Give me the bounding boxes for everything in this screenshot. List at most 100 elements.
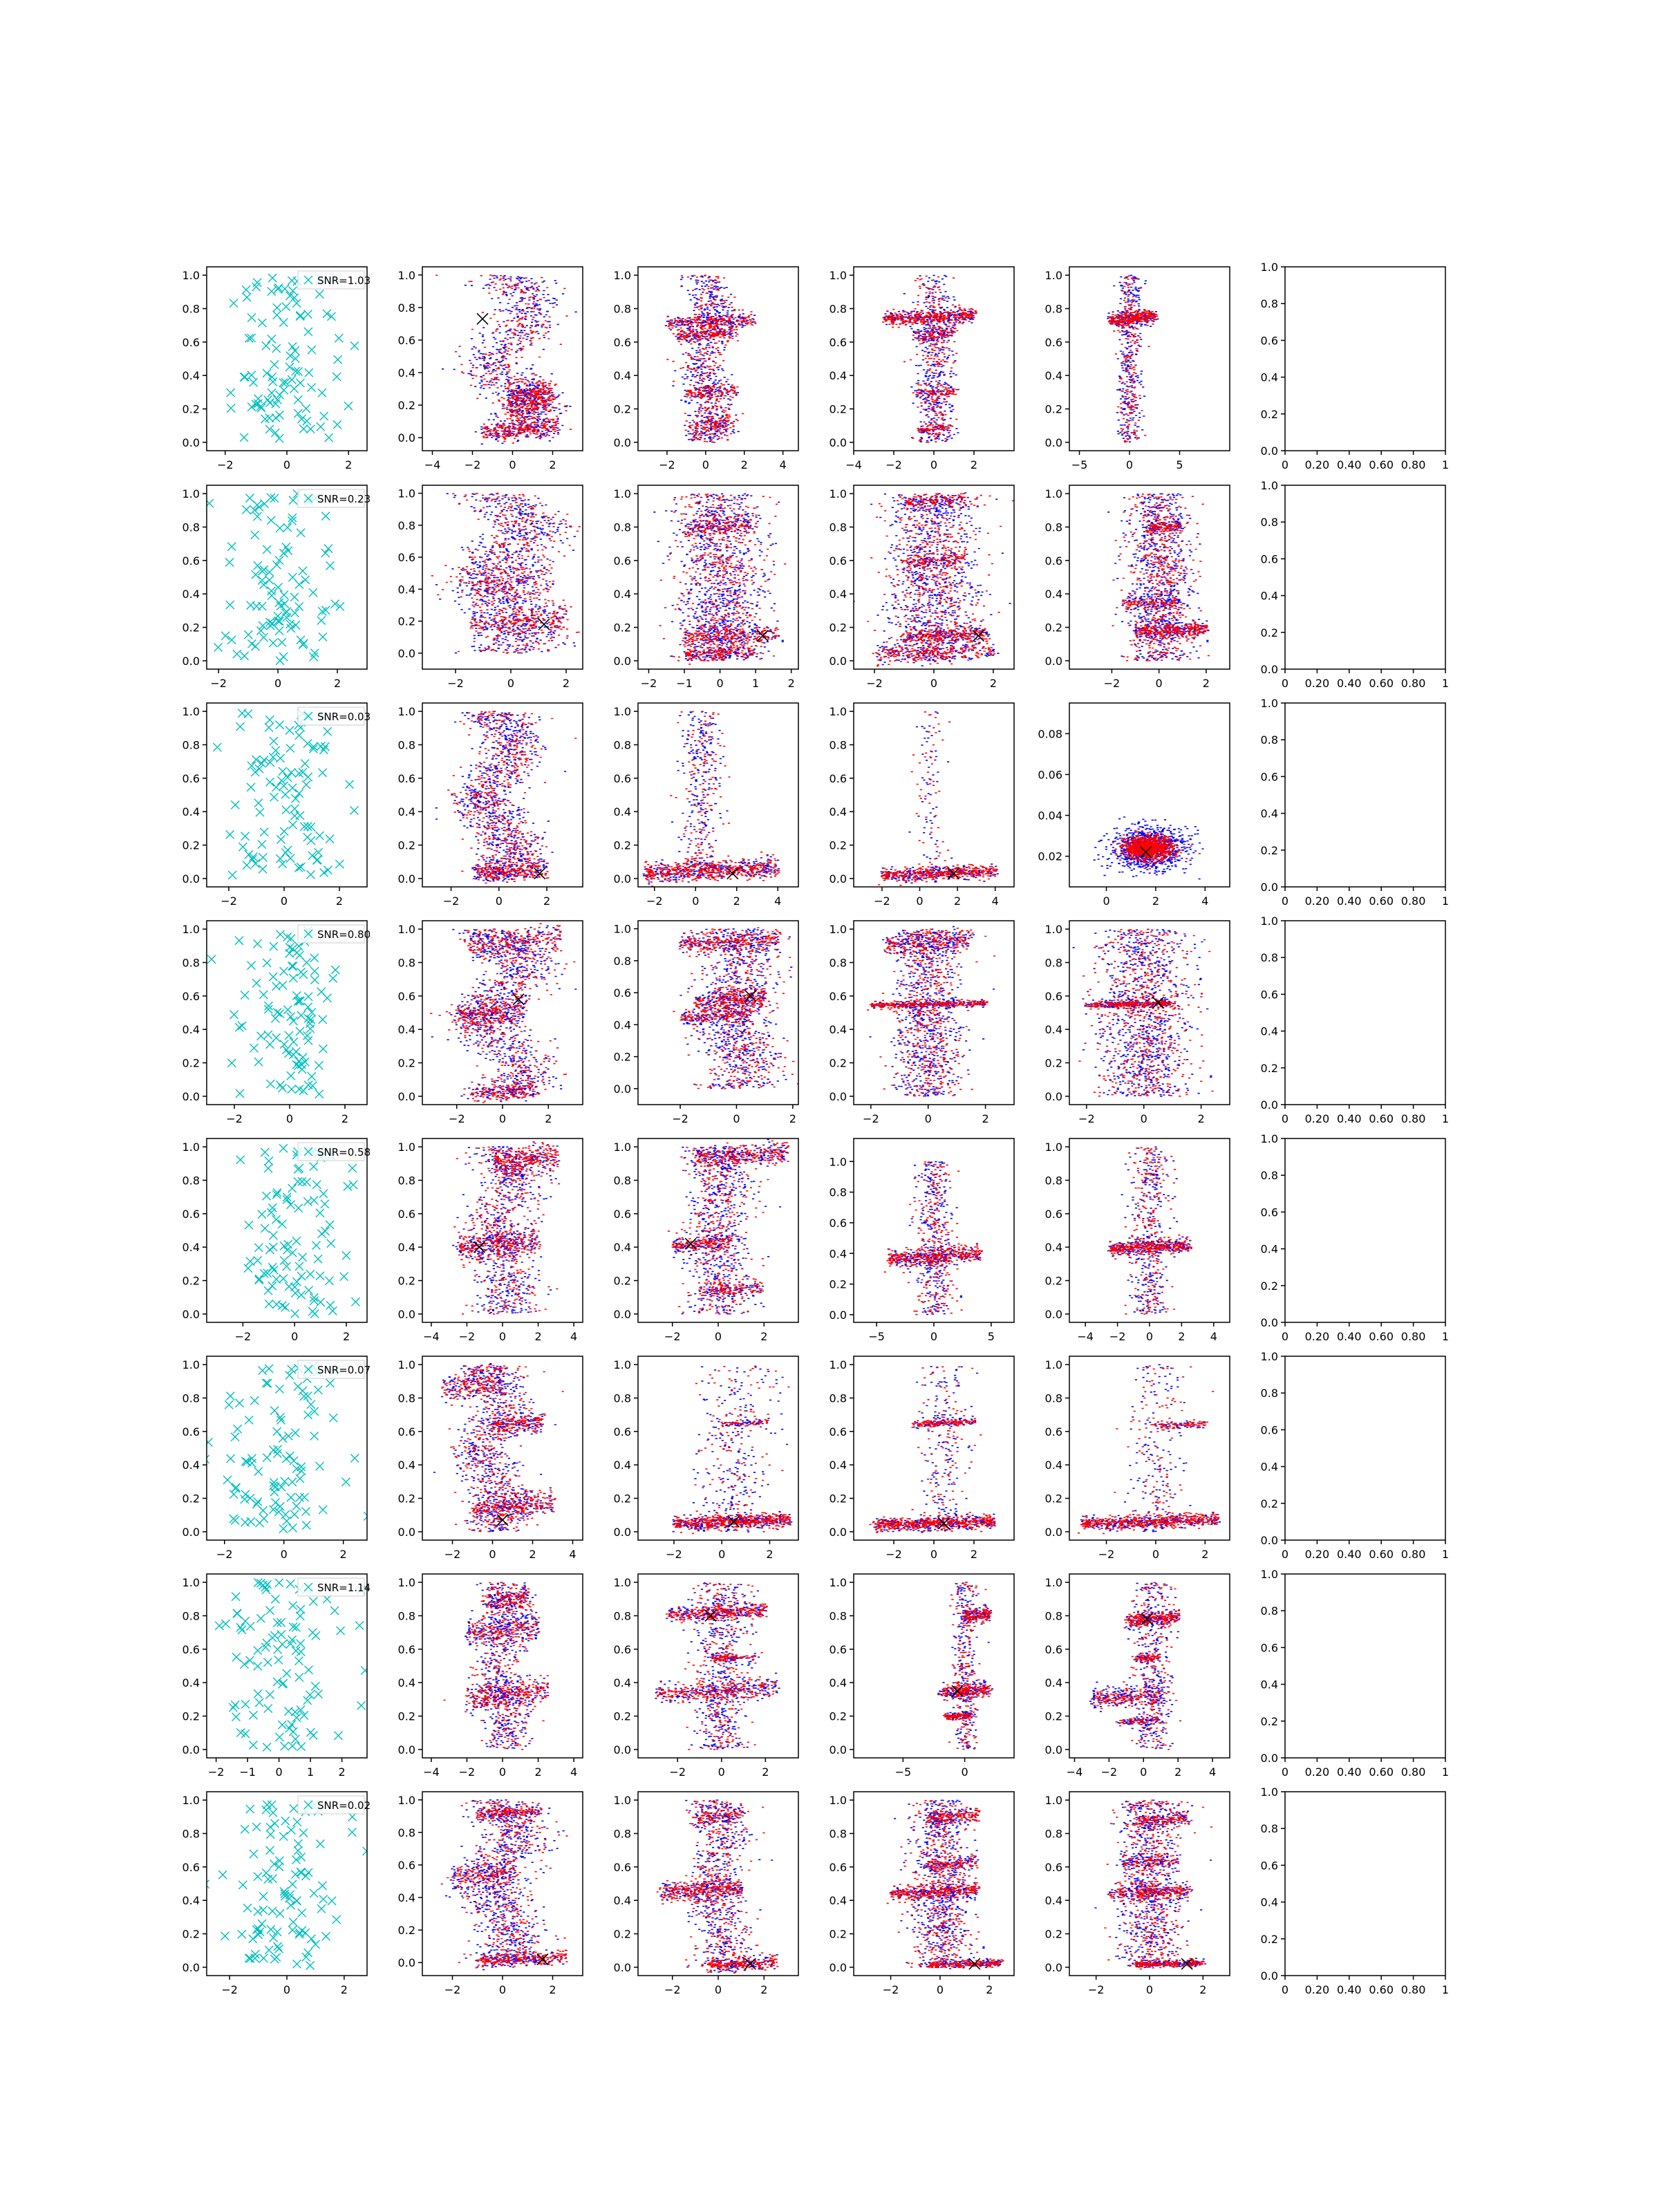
ytick-label-r5-c2-4: 0.8 [398, 1174, 415, 1187]
ytick-label-r1-c1-2: 0.4 [182, 369, 200, 382]
frame-r3-c3 [637, 702, 799, 888]
red-points-r7-c3 [656, 1582, 778, 1750]
x-marker-series-r7 [214, 1578, 367, 1752]
panel-r7-c1: −2 −1 0 1 2 0.0 0.2 0.4 0.6 0.8 1.0 SNR=1.14 [182, 1573, 371, 1779]
xtick-label-r1-c5-0: −5 [1071, 458, 1088, 471]
ytick-label-r8-c5-3: 0.6 [1045, 1861, 1062, 1874]
ytick-label-r3-c2-0: 0.0 [398, 872, 415, 885]
xtick-label-r2-c2-1: 0 [507, 677, 514, 690]
xtick-label-r5-c2-3: 2 [534, 1330, 541, 1343]
panel-r2-c1: −2 0 2 0.0 0.2 0.4 0.6 0.8 1.0 SNR=0.23 [182, 485, 371, 690]
xtick-label-r2-c3-1: −1 [676, 677, 693, 690]
ytick-label-r7-c5-2: 0.4 [1045, 1676, 1062, 1689]
xtick-label-r2-c1-0: −2 [210, 677, 227, 690]
xtick-label-r2-c6-5: 1 [1442, 677, 1449, 690]
ytick-label-r2-c6-4: 0.8 [1261, 516, 1278, 529]
estimate-marker-r3-c4 [948, 868, 960, 880]
ytick-label-r8-c2-2: 0.4 [398, 1891, 415, 1904]
panel-r8-c3: −2 0 2 0.0 0.2 0.4 0.6 0.8 1.0 [614, 1791, 799, 1996]
red-points-r6-c4 [869, 1366, 997, 1533]
ytick-label-r2-c4-0: 0.0 [830, 655, 847, 668]
xtick-label-r6-c6-5: 1 [1442, 1548, 1449, 1561]
plot-area-r4-c3 [673, 927, 798, 1089]
ytick-label-r1-c2-3: 0.6 [398, 334, 415, 347]
xtick-label-r4-c2-1: 0 [499, 1112, 506, 1125]
panel-r8-c5: −2 0 2 0.0 0.2 0.4 0.6 0.8 1.0 [1045, 1791, 1230, 1996]
xtick-label-r7-c1-2: 0 [276, 1765, 283, 1779]
ytick-label-r4-c2-0: 0.0 [398, 1090, 415, 1103]
ytick-label-r7-c3-3: 0.6 [614, 1643, 631, 1656]
ytick-label-r1-c2-2: 0.4 [398, 366, 415, 379]
ytick-label-r4-c3-1: 0.2 [614, 1051, 631, 1064]
ytick-label-r2-c1-3: 0.6 [182, 554, 200, 568]
ytick-label-r6-c5-4: 0.8 [1045, 1391, 1062, 1405]
ytick-label-r4-c2-5: 1.0 [398, 923, 415, 936]
ytick-label-r2-c3-4: 0.8 [614, 521, 631, 534]
legend-box-r4 [297, 924, 365, 944]
estimate-marker-r5-c3 [684, 1237, 697, 1250]
legend-box-r6 [297, 1360, 365, 1379]
xtick-label-r6-c6-0: 0 [1282, 1548, 1288, 1561]
ytick-label-r2-c4-1: 0.2 [830, 621, 847, 635]
ytick-label-r1-c6-0: 0.0 [1261, 444, 1278, 458]
xtick-label-r1-c6-3: 0.60 [1369, 458, 1394, 471]
ytick-label-r3-c2-4: 0.8 [398, 738, 415, 751]
estimate-marker-r4-c3 [744, 990, 757, 1002]
ytick-label-r2-c5-2: 0.4 [1045, 588, 1062, 601]
xtick-label-r4-c6-0: 0 [1282, 1112, 1288, 1125]
red-points-r2-c4 [867, 493, 1014, 667]
ytick-label-r5-c4-4: 0.8 [830, 1186, 847, 1199]
plot-area-r8-c2 [440, 1799, 568, 1971]
xtick-label-r3-c6-2: 0.40 [1337, 894, 1362, 908]
ytick-label-r1-c4-0: 0.0 [830, 436, 847, 449]
ytick-label-r3-c6-3: 0.6 [1261, 770, 1278, 783]
ytick-label-r2-c5-1: 0.2 [1045, 621, 1062, 635]
blue-points-r4-c4 [869, 926, 995, 1097]
ytick-label-r6-c4-3: 0.6 [830, 1425, 847, 1438]
xtick-label-r3-c2-0: −2 [443, 894, 460, 908]
frame-r4-c5 [1069, 920, 1230, 1105]
xtick-label-r4-c6-2: 0.40 [1337, 1112, 1362, 1125]
panel-r2-c3: −2 −1 0 1 2 0.0 0.2 0.4 0.6 0.8 1.0 [614, 485, 799, 690]
ytick-label-r5-c4-0: 0.0 [830, 1309, 847, 1322]
ytick-label-r4-c1-4: 0.8 [182, 956, 200, 969]
ytick-label-r4-c6-3: 0.6 [1261, 988, 1278, 1001]
frame-r3-c2 [422, 702, 583, 888]
ytick-label-r5-c3-1: 0.2 [614, 1275, 631, 1288]
xtick-label-r1-c3-3: 4 [780, 458, 787, 471]
panel-r4-c6: 0 0.20 0.40 0.60 0.80 1 0.0 0.2 0.4 0.6 0.8 1.0 [1261, 915, 1450, 1125]
panel-r4-c2: −2 0 2 0.0 0.2 0.4 0.6 0.8 1.0 [398, 920, 583, 1125]
ytick-label-r7-c6-3: 0.6 [1261, 1641, 1278, 1654]
x-marker-series-r5 [236, 1143, 360, 1319]
estimate-marker-r2-c2 [538, 618, 550, 630]
ytick-label-r4-c4-0: 0.0 [830, 1090, 847, 1103]
ytick-label-r8-c5-4: 0.8 [1045, 1827, 1062, 1840]
ytick-label-r5-c1-0: 0.0 [182, 1308, 200, 1321]
ytick-label-r2-c6-3: 0.6 [1261, 552, 1278, 565]
frame-r5-c6 [1284, 1138, 1446, 1323]
ytick-label-r7-c2-4: 0.8 [398, 1609, 415, 1622]
ytick-label-r3-c3-5: 1.0 [614, 705, 631, 718]
estimate-marker-r1-c2 [476, 312, 489, 325]
frame-r2-c1 [206, 485, 368, 670]
blue-points-r6-c4 [873, 1366, 996, 1533]
ytick-label-r7-c4-3: 0.6 [830, 1643, 847, 1656]
xtick-label-r3-c5-2: 4 [1201, 894, 1208, 908]
xtick-label-r7-c6-4: 0.80 [1401, 1765, 1426, 1779]
xtick-label-r4-c6-1: 0.20 [1305, 1112, 1330, 1125]
legend-label-r1: SNR=1.03 [317, 274, 371, 287]
xtick-label-r1-c4-3: 2 [971, 458, 977, 471]
frame-r4-c1 [206, 920, 368, 1105]
panel-r4-c1: −2 0 2 0.0 0.2 0.4 0.6 0.8 1.0 SNR=0.80 [182, 920, 371, 1125]
estimate-marker-r7-c5 [1141, 1613, 1153, 1625]
ytick-label-r3-c1-3: 0.6 [182, 772, 200, 785]
ytick-label-r5-c5-5: 1.0 [1045, 1141, 1062, 1154]
frame-r1-c1 [206, 266, 368, 451]
ytick-label-r6-c2-3: 0.6 [398, 1425, 415, 1438]
xtick-label-r3-c6-5: 1 [1442, 894, 1449, 908]
plot-area-r5-c1 [236, 1143, 360, 1319]
xtick-label-r3-c1-1: 0 [281, 894, 288, 908]
ytick-label-r6-c6-2: 0.4 [1261, 1461, 1278, 1474]
xtick-label-r7-c5-4: 4 [1209, 1765, 1216, 1779]
ytick-label-r4-c1-1: 0.2 [182, 1057, 200, 1070]
